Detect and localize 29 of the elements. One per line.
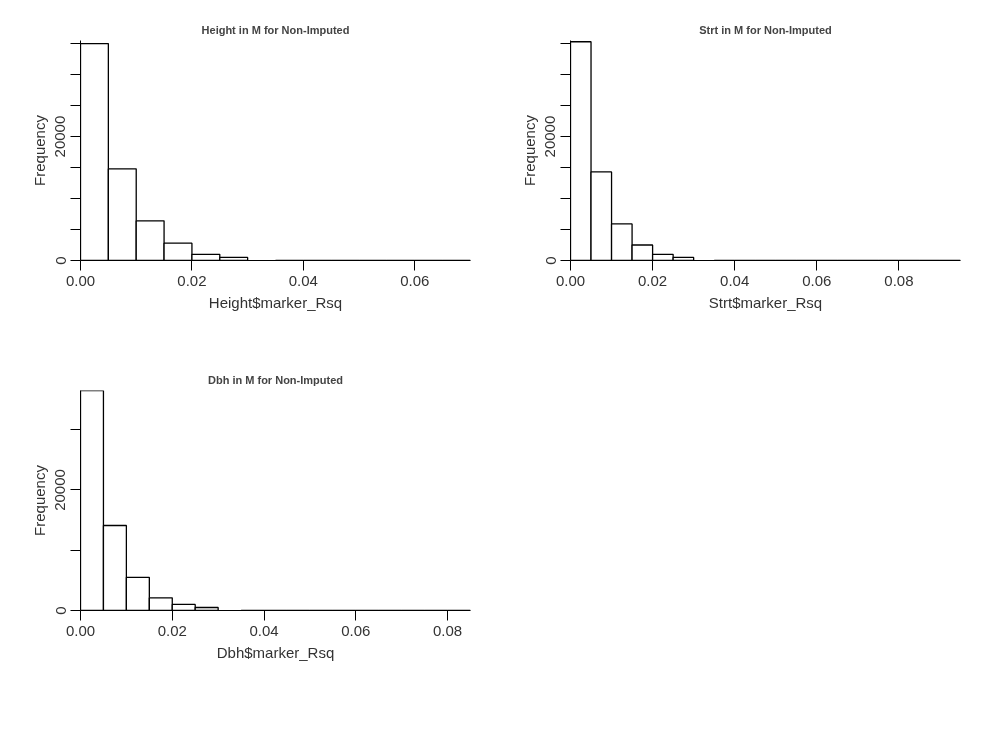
x-axis-title: Strt$marker_Rsq — [708, 293, 823, 311]
x-tick-label: 0.02 — [177, 271, 207, 289]
x-axis-title: Height$marker_Rsq — [208, 293, 343, 311]
x-tick-label: 0.00 — [65, 621, 96, 639]
x-tick-label: 0.08 — [432, 621, 463, 639]
y-axis-title: Frequency — [30, 464, 48, 536]
x-axis-title: Dbh$marker_Rsq — [216, 643, 335, 661]
x-tick-label: 0.00 — [555, 271, 586, 289]
y-tick-label: 0 — [51, 256, 69, 265]
x-tick-label: 0.04 — [288, 271, 318, 289]
x-tick-label: 0.06 — [341, 621, 371, 639]
x-tick-label: 0.04 — [249, 621, 279, 639]
x-tick-label: 0.02 — [638, 271, 668, 289]
chart-title: Strt in M for Non-Imputed — [699, 23, 832, 36]
chart-title: Height in M for Non-Imputed — [201, 23, 350, 36]
x-tick-label: 0.08 — [884, 271, 914, 289]
y-tick-label: 0 — [541, 256, 559, 265]
y-axis-title: Frequency — [30, 114, 48, 186]
x-tick-label: 0.02 — [157, 621, 187, 639]
x-tick-label: 0.04 — [720, 271, 750, 289]
x-tick-label: 0.00 — [65, 271, 96, 289]
x-tick-label: 0.06 — [400, 271, 430, 289]
chart-title: Dbh in M for Non-Imputed — [207, 373, 344, 386]
y-tick-label: 0 — [51, 606, 69, 615]
x-tick-label: 0.06 — [802, 271, 832, 289]
y-tick-label: 20000 — [541, 115, 559, 158]
y-tick-label: 20000 — [51, 115, 69, 158]
y-axis-title: Frequency — [520, 114, 538, 186]
y-tick-label: 20000 — [51, 469, 69, 511]
